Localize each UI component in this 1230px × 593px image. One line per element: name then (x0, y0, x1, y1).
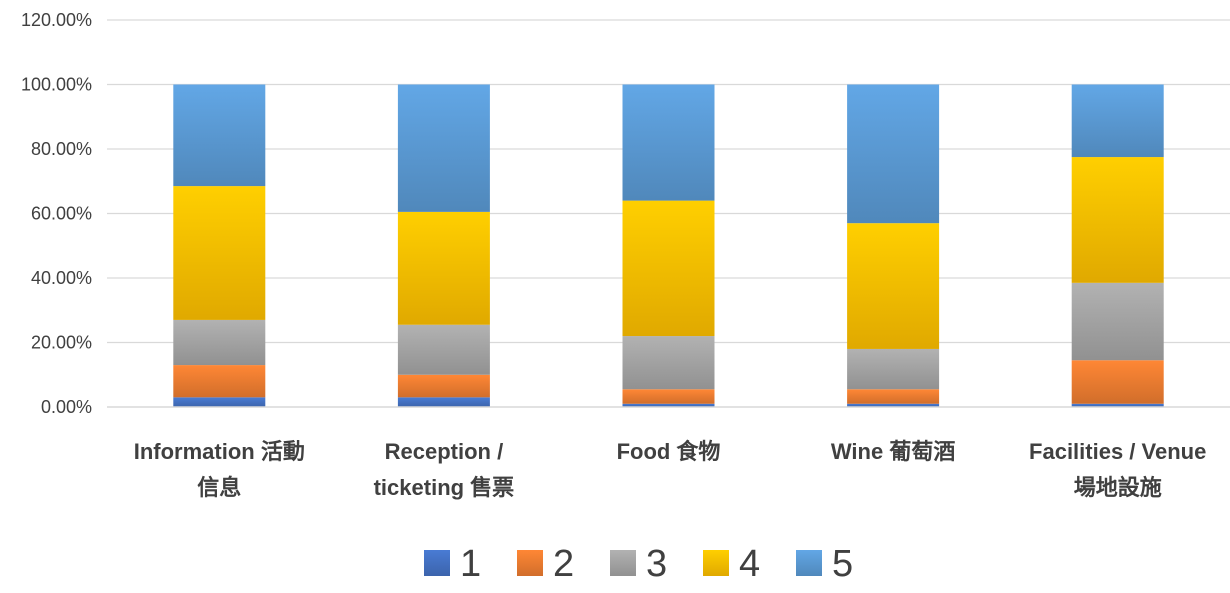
legend-label: 5 (832, 543, 853, 585)
x-axis-category-labels: Information 活動信息 Reception / ticketing 售票 F… (134, 439, 1207, 500)
y-tick-label: 120.00% (21, 10, 92, 30)
bars (173, 84, 1164, 407)
bar-segment-series-3 (397, 324, 490, 375)
legend-item-4[interactable]: 4 (703, 543, 760, 585)
legend-swatch (610, 550, 636, 576)
bar-segment-series-5 (847, 84, 940, 224)
bar-segment-series-2 (1071, 360, 1164, 404)
bar-segment-series-2 (622, 389, 715, 404)
legend-label: 2 (553, 543, 574, 585)
bar-segment-series-5 (397, 84, 490, 212)
bar-segment-series-2 (847, 389, 940, 404)
legend-item-1[interactable]: 1 (424, 543, 481, 585)
bar-segment-series-5 (173, 84, 266, 187)
legend-swatch (424, 550, 450, 576)
legend-swatch (703, 550, 729, 576)
legend-swatch (796, 550, 822, 576)
y-tick-label: 100.00% (21, 75, 92, 95)
legend-label: 4 (739, 543, 760, 585)
bar-stack-facilities-venue (1071, 84, 1164, 407)
bar-segment-series-4 (622, 200, 715, 337)
bar-segment-series-1 (847, 403, 940, 407)
legend-label: 1 (460, 543, 481, 585)
bar-segment-series-4 (173, 186, 266, 320)
x-category-label: Reception / ticketing 售票 (374, 439, 515, 500)
y-tick-label: 80.00% (31, 139, 92, 159)
bar-segment-series-3 (173, 319, 266, 366)
bar-segment-series-2 (397, 374, 490, 398)
bar-stack-reception-ticketing (397, 84, 490, 407)
bar-segment-series-5 (1071, 84, 1164, 158)
bar-segment-series-4 (397, 211, 490, 325)
legend-label: 3 (646, 543, 667, 585)
y-tick-label: 60.00% (31, 204, 92, 224)
bar-segment-series-2 (173, 365, 266, 398)
x-category-label: Wine 葡萄酒 (831, 439, 955, 464)
bar-segment-series-3 (622, 336, 715, 390)
bar-stack-information (173, 84, 266, 407)
bar-segment-series-1 (1071, 403, 1164, 407)
bar-segment-series-5 (622, 84, 715, 201)
legend-swatch (517, 550, 543, 576)
legend-item-3[interactable]: 3 (610, 543, 667, 585)
bar-segment-series-1 (173, 397, 266, 407)
bar-segment-series-3 (847, 348, 940, 390)
legend-item-2[interactable]: 2 (517, 543, 574, 585)
y-tick-label: 40.00% (31, 268, 92, 288)
legend[interactable]: 1 2 3 4 5 (424, 543, 853, 585)
bar-stack-wine (847, 84, 940, 407)
y-axis-tick-labels: 0.00% 20.00% 40.00% 60.00% 80.00% 100.00% 120.… (21, 10, 92, 417)
x-category-label: Information 活動信息 (134, 439, 305, 500)
bar-stack-food (622, 84, 715, 407)
bar-segment-series-1 (397, 397, 490, 407)
x-category-label: Food 食物 (617, 439, 721, 464)
bar-segment-series-4 (847, 223, 940, 349)
bar-segment-series-3 (1071, 282, 1164, 361)
bar-segment-series-4 (1071, 157, 1164, 283)
legend-item-5[interactable]: 5 (796, 543, 853, 585)
bar-segment-series-1 (622, 403, 715, 407)
y-tick-label: 0.00% (41, 397, 92, 417)
x-category-label: Facilities / Venue 場地設施 (1029, 439, 1206, 500)
y-tick-label: 20.00% (31, 333, 92, 353)
